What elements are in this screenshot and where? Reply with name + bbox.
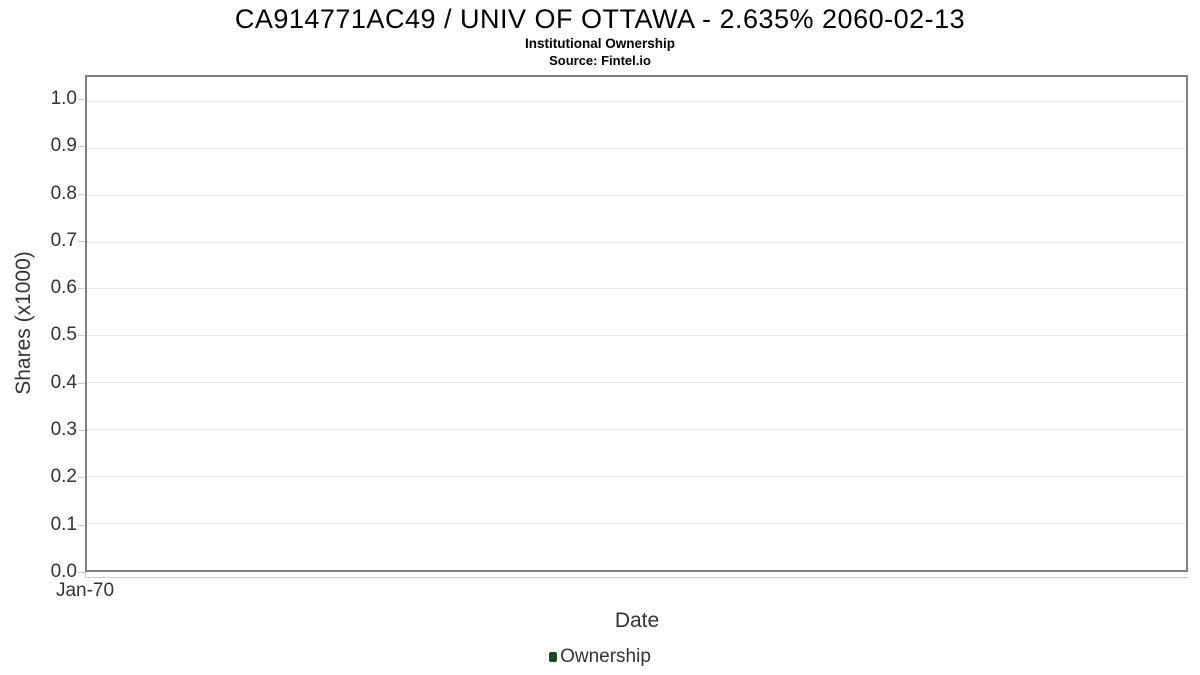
legend-marker-square (549, 652, 558, 662)
gridline (87, 382, 1186, 384)
gridline (87, 523, 1186, 525)
x-tick-label: Jan-70 (55, 580, 115, 601)
gridline (87, 288, 1186, 290)
y-tick-label: 1.0 (50, 87, 77, 109)
y-tick-label: 0.1 (50, 513, 77, 535)
y-tick-label: 0.4 (50, 371, 77, 393)
y-tick-label: 0.6 (50, 277, 77, 299)
legend-item-ownership[interactable]: Ownership (549, 646, 651, 668)
gridline (87, 429, 1186, 431)
x-tick-mark (85, 572, 86, 578)
gridline (87, 194, 1186, 196)
y-tick-label: 0.3 (50, 419, 77, 441)
y-tick-mark (78, 193, 85, 195)
gridline (87, 476, 1186, 478)
y-tick-labels: 0.0 0.1 0.2 0.3 0.4 0.5 0.6 0.7 0.8 0.9 1.0 (0, 75, 77, 582)
y-tick-mark (78, 430, 85, 432)
legend-label: Ownership (560, 646, 651, 667)
plot-area (85, 75, 1188, 572)
y-tick-label: 0.2 (50, 466, 77, 488)
x-axis-line (85, 577, 1188, 578)
y-tick-label: 0.8 (50, 182, 77, 204)
y-tick-mark (78, 382, 85, 384)
y-tick-mark (78, 288, 85, 290)
y-tick-mark (78, 524, 85, 526)
y-tick-mark (78, 572, 85, 573)
y-tick-mark (78, 240, 85, 242)
y-tick-label: 0.0 (50, 561, 77, 582)
y-tick-mark (78, 98, 85, 100)
y-tick-mark (78, 335, 85, 337)
chart-source: Source: Fintel.io (549, 53, 651, 68)
y-tick-label: 0.5 (50, 324, 77, 346)
gridline (87, 147, 1186, 149)
gridline (87, 100, 1186, 102)
y-tick-label: 0.7 (50, 229, 77, 251)
x-axis-title: Date (614, 609, 660, 632)
chart-title: CA914771AC49 / UNIV OF OTTAWA - 2.635% 2… (234, 4, 966, 34)
y-tick-mark (78, 477, 85, 479)
chart-subtitle: Institutional Ownership (524, 36, 675, 51)
legend: Ownership (0, 646, 1200, 668)
y-tick-marks (78, 75, 85, 573)
gridline (87, 335, 1186, 337)
y-tick-label: 0.9 (50, 135, 77, 157)
gridline (87, 241, 1186, 243)
y-tick-mark (78, 146, 85, 148)
